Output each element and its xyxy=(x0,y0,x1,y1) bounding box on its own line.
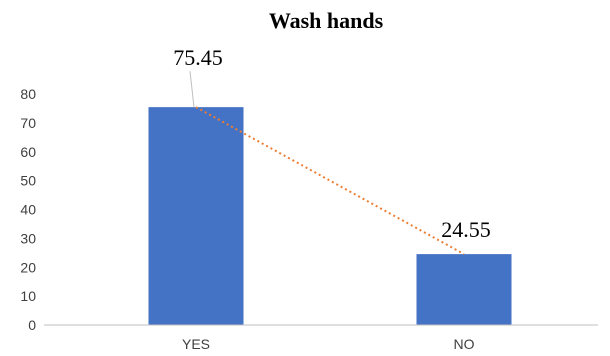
x-tick-label: NO xyxy=(454,336,475,352)
y-tick-label: 80 xyxy=(20,86,36,102)
bars xyxy=(148,107,512,325)
y-tick-label: 30 xyxy=(20,230,36,246)
data-label: 75.45 xyxy=(173,45,223,70)
trendline xyxy=(195,106,465,255)
bar xyxy=(416,254,512,325)
y-tick-label: 60 xyxy=(20,144,36,160)
chart-title: Wash hands xyxy=(269,8,384,33)
bar xyxy=(148,107,244,325)
y-axis-ticks: 0 10 20 30 40 50 60 70 80 xyxy=(20,86,36,333)
data-label-leader xyxy=(189,71,195,108)
x-axis-categories: YES NO xyxy=(182,336,475,352)
y-tick-label: 0 xyxy=(28,317,36,333)
y-tick-label: 40 xyxy=(20,202,36,218)
data-label: 24.55 xyxy=(441,217,491,242)
y-tick-label: 20 xyxy=(20,259,36,275)
data-labels: 75.45 24.55 xyxy=(173,45,491,242)
trendline-group xyxy=(195,106,465,255)
y-tick-label: 10 xyxy=(20,288,36,304)
x-tick-label: YES xyxy=(182,336,210,352)
y-tick-label: 70 xyxy=(20,115,36,131)
y-tick-label: 50 xyxy=(20,173,36,189)
